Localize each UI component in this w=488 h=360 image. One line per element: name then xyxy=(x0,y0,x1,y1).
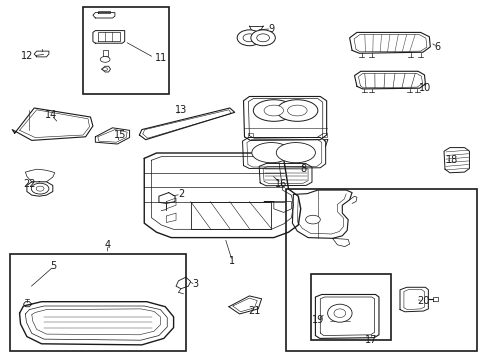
Ellipse shape xyxy=(264,105,283,116)
Text: 4: 4 xyxy=(104,240,110,250)
Ellipse shape xyxy=(333,309,345,318)
Bar xyxy=(83,7,168,94)
Text: 7: 7 xyxy=(322,139,327,149)
Text: 1: 1 xyxy=(229,256,235,266)
Ellipse shape xyxy=(243,34,255,42)
Text: 22: 22 xyxy=(23,179,36,189)
Ellipse shape xyxy=(102,68,107,71)
Text: 2: 2 xyxy=(178,189,183,199)
Text: 6: 6 xyxy=(434,42,440,52)
Text: 21: 21 xyxy=(247,306,260,316)
Ellipse shape xyxy=(276,143,315,163)
Ellipse shape xyxy=(250,30,275,46)
Ellipse shape xyxy=(305,215,320,224)
Ellipse shape xyxy=(251,143,290,163)
Ellipse shape xyxy=(327,304,351,322)
Text: 15: 15 xyxy=(113,130,126,140)
Text: 5: 5 xyxy=(51,261,57,271)
Ellipse shape xyxy=(287,105,306,116)
Text: 12: 12 xyxy=(20,51,33,61)
Bar xyxy=(310,274,390,340)
Bar xyxy=(10,254,185,351)
Text: 14: 14 xyxy=(45,110,58,120)
Text: 3: 3 xyxy=(192,279,198,289)
Text: 16: 16 xyxy=(274,179,287,189)
Text: 11: 11 xyxy=(155,53,167,63)
Ellipse shape xyxy=(31,183,49,194)
Ellipse shape xyxy=(276,100,317,121)
Text: 10: 10 xyxy=(418,83,431,93)
Bar xyxy=(285,189,476,351)
Text: 18: 18 xyxy=(445,155,458,165)
Ellipse shape xyxy=(36,186,44,191)
Text: 13: 13 xyxy=(174,105,187,115)
Text: 8: 8 xyxy=(300,164,305,174)
Text: 19: 19 xyxy=(311,315,324,325)
Ellipse shape xyxy=(256,34,269,42)
Text: 17: 17 xyxy=(365,335,377,345)
Ellipse shape xyxy=(100,57,110,62)
Text: 9: 9 xyxy=(268,24,274,34)
Ellipse shape xyxy=(253,100,294,121)
Text: 20: 20 xyxy=(416,296,428,306)
Ellipse shape xyxy=(237,30,261,46)
